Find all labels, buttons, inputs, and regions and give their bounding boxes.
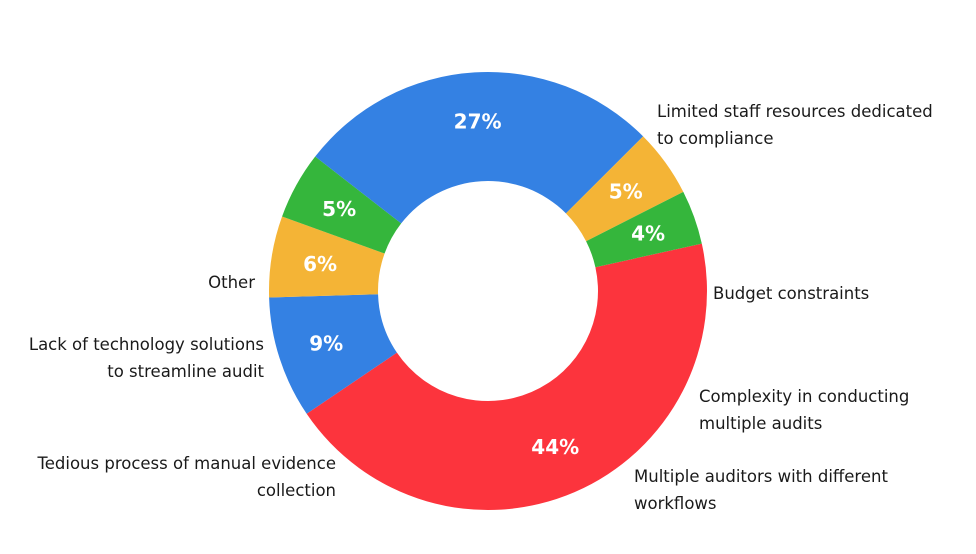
- donut-slice: [565, 136, 684, 242]
- slices-layer: [269, 72, 707, 510]
- slice-category-label: Limited staff resources dedicated to comp…: [657, 102, 933, 148]
- slice-category-label-line: Tedious process of manual evidence: [36, 454, 336, 473]
- donut-slice: [269, 216, 385, 298]
- slice-category-label-line: Other: [208, 273, 255, 292]
- slice-category-label-line: collection: [257, 481, 336, 500]
- slice-category-label-line: Lack of technology solutions: [29, 335, 264, 354]
- slice-value-label: 9%: [309, 331, 343, 355]
- slice-category-label-line: Complexity in conducting: [699, 387, 909, 406]
- slice-category-label-line: workflows: [634, 494, 717, 513]
- donut-slice: [586, 191, 702, 268]
- category-labels-layer: Limited staff resources dedicated to comp…: [29, 102, 933, 513]
- slice-value-label: 44%: [531, 435, 579, 459]
- slice-category-label: Multiple auditors with different workflow…: [634, 467, 888, 513]
- slice-category-label: Complexity in conducting multiple audits: [699, 387, 909, 433]
- slice-category-label-line: Budget constraints: [713, 284, 869, 303]
- donut-slice: [306, 243, 707, 510]
- slice-category-label: Tedious process of manual evidence collec…: [36, 454, 336, 500]
- donut-slice: [269, 294, 397, 414]
- slice-category-label-line: to streamline audit: [107, 362, 264, 381]
- slice-value-label: 6%: [303, 252, 337, 276]
- value-labels-layer: 44% 9% 6% 5% 27% 5% 4%: [303, 109, 665, 459]
- slice-value-label: 4%: [631, 222, 665, 246]
- slice-category-label-line: Limited staff resources dedicated: [657, 102, 933, 121]
- donut-slice: [315, 72, 644, 224]
- slice-value-label: 27%: [454, 109, 502, 133]
- slice-category-label: Budget constraints: [713, 284, 869, 303]
- slice-category-label-line: to compliance: [657, 129, 773, 148]
- slice-category-label: Lack of technology solutions to streamlin…: [29, 335, 265, 381]
- slice-value-label: 5%: [609, 179, 643, 203]
- slice-category-label: Other: [208, 273, 255, 292]
- slice-category-label-line: Multiple auditors with different: [634, 467, 888, 486]
- slice-value-label: 5%: [322, 197, 356, 221]
- slice-category-label-line: multiple audits: [699, 414, 822, 433]
- donut-slice: [282, 156, 402, 254]
